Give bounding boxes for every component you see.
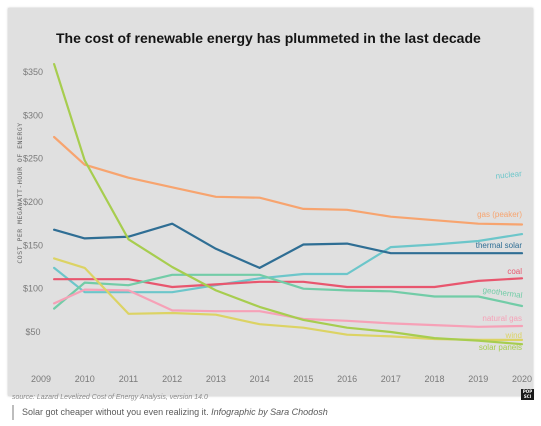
caption-text: Solar got cheaper without you even reali…	[22, 407, 209, 417]
caption: Solar got cheaper without you even reali…	[22, 407, 328, 417]
x-tick-label: 2009	[31, 374, 51, 384]
y-tick-label: $50	[25, 327, 40, 337]
series-line-4	[52, 273, 524, 310]
chart-title: The cost of renewable energy has plummet…	[56, 30, 481, 46]
y-tick-label: $350	[23, 67, 43, 77]
x-tick-label: 2018	[425, 374, 445, 384]
y-tick-label: $200	[23, 197, 43, 207]
series-line-2	[52, 222, 524, 269]
y-tick-label: $100	[23, 284, 43, 294]
y-axis-label: COST PER MEGAWATT-HOUR OF ENERGY	[16, 122, 24, 263]
x-tick-label: 2017	[381, 374, 401, 384]
x-tick-label: 2010	[75, 374, 95, 384]
x-tick-label: 2014	[250, 374, 270, 384]
x-tick-label: 2013	[206, 374, 226, 384]
series-label: wind	[505, 331, 522, 340]
series-line-0	[52, 135, 524, 226]
x-tick-label: 2016	[337, 374, 357, 384]
series-line-5	[52, 288, 524, 328]
series-label: thermal solar	[476, 241, 523, 250]
series-line-6	[52, 257, 524, 341]
series-line-7	[52, 62, 524, 346]
caption-rule	[12, 405, 14, 420]
series-line-1	[52, 233, 524, 294]
x-tick-label: 2012	[162, 374, 182, 384]
publisher-logo: POP SCI	[521, 389, 534, 400]
x-tick-label: 2015	[293, 374, 313, 384]
chart-panel	[8, 8, 533, 396]
x-tick-label: 2019	[468, 374, 488, 384]
x-tick-label: 2011	[119, 374, 138, 384]
series-label: coal	[507, 267, 522, 276]
source-note: source: Lazard Levelized Cost of Energy …	[12, 394, 208, 401]
series-label: gas (peaker)	[477, 210, 522, 219]
series-label: solar panels	[479, 343, 522, 352]
y-tick-label: $300	[23, 110, 43, 120]
x-tick-label: 2020	[512, 374, 532, 384]
caption-credit: Infographic by Sara Chodosh	[211, 407, 328, 417]
y-tick-label: $250	[23, 154, 43, 164]
series-label: nuclear	[495, 169, 522, 181]
y-tick-label: $150	[23, 240, 43, 250]
series-label: natural gas	[482, 314, 522, 323]
